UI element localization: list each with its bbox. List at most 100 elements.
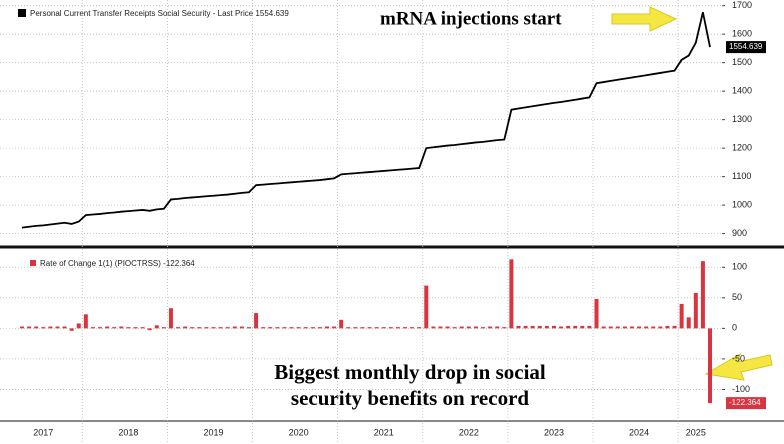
bar <box>261 327 266 329</box>
y-tick-label: 1300 <box>732 114 752 124</box>
bar <box>452 327 457 329</box>
bar <box>566 325 571 329</box>
bar <box>211 327 216 329</box>
bar <box>395 327 400 329</box>
bar <box>693 292 698 329</box>
arrow <box>704 352 773 381</box>
last-value-box <box>726 397 766 410</box>
bar <box>374 327 379 329</box>
bar <box>594 299 599 329</box>
bar <box>615 326 620 329</box>
y-tick-label: 1500 <box>732 57 752 67</box>
bar <box>197 327 202 329</box>
y-tick-label: 1600 <box>732 29 752 39</box>
last-value-box <box>726 41 766 54</box>
bar <box>417 327 422 329</box>
bar <box>495 326 500 329</box>
bar <box>367 327 372 329</box>
x-tick-label: 2020 <box>289 427 309 437</box>
bar <box>133 327 138 329</box>
bar <box>580 325 585 329</box>
bar <box>317 327 322 329</box>
legend-label: Rate of Change 1(1) (PIOCTRSS) -122.364 <box>40 259 195 268</box>
x-tick-label: 2023 <box>544 427 564 437</box>
bar <box>431 326 436 329</box>
y-tick-label: 50 <box>732 292 742 302</box>
bar <box>516 325 521 329</box>
bar <box>459 326 464 329</box>
bar <box>622 326 627 329</box>
bar <box>644 326 649 329</box>
bar <box>41 327 46 329</box>
bar <box>168 308 173 329</box>
y-tick-label: -100 <box>732 384 750 394</box>
bar <box>176 327 181 329</box>
bar <box>523 325 528 329</box>
bar <box>275 327 280 329</box>
bar <box>303 327 308 329</box>
bar <box>161 327 166 329</box>
bar <box>62 326 67 329</box>
bar <box>658 326 663 329</box>
y-tick-label: 1100 <box>732 171 751 181</box>
y-tick-label: 1700 <box>732 0 752 10</box>
y-tick-label: 1000 <box>732 199 752 209</box>
bar <box>268 327 273 329</box>
legend-swatch <box>18 9 26 17</box>
bar <box>700 261 705 329</box>
bar <box>360 327 365 329</box>
bar <box>381 327 386 329</box>
bar <box>254 313 259 329</box>
bar <box>126 327 131 329</box>
bar <box>637 326 642 329</box>
y-tick-label: 100 <box>732 262 747 272</box>
bar <box>147 328 152 331</box>
bar <box>119 326 124 329</box>
bar <box>708 328 712 404</box>
bar <box>445 326 450 329</box>
bar <box>559 326 564 329</box>
bar <box>232 326 237 329</box>
bar <box>686 317 691 329</box>
bar <box>573 325 578 329</box>
bar <box>388 327 393 329</box>
bar <box>424 285 429 329</box>
last-value-label: -122.364 <box>729 398 761 407</box>
bar <box>204 327 209 329</box>
bar <box>48 326 53 329</box>
bar <box>98 327 103 329</box>
bar <box>651 326 656 329</box>
annotation: Biggest monthly drop in social <box>274 360 546 384</box>
bar <box>530 325 535 329</box>
line-series <box>21 12 711 229</box>
y-tick-label: -50 <box>732 353 745 363</box>
y-tick-label: 1400 <box>732 86 752 96</box>
arrow <box>611 6 678 32</box>
bar <box>296 327 301 329</box>
bar <box>282 327 287 329</box>
bar <box>183 326 188 329</box>
bar <box>403 327 408 329</box>
last-value-label: 1554.639 <box>729 42 763 51</box>
bar <box>246 327 251 329</box>
bar <box>154 325 159 329</box>
bar <box>488 326 493 329</box>
x-tick-label: 2017 <box>33 427 53 437</box>
x-tick-label: 2022 <box>459 427 479 437</box>
bar <box>587 325 592 329</box>
bar <box>672 325 677 329</box>
annotation: security benefits on record <box>291 386 529 410</box>
x-tick-label: 2019 <box>203 427 223 437</box>
legend-label: Personal Current Transfer Receipts Socia… <box>30 9 289 18</box>
bar <box>551 325 556 329</box>
bar <box>105 326 110 329</box>
y-tick-label: 1200 <box>732 143 752 153</box>
bar <box>629 326 634 329</box>
bar <box>34 326 39 329</box>
bar <box>76 323 81 329</box>
bar <box>218 327 223 329</box>
bar <box>438 326 443 329</box>
bar <box>509 259 514 329</box>
bar <box>466 326 471 329</box>
x-tick-label: 2021 <box>374 427 394 437</box>
